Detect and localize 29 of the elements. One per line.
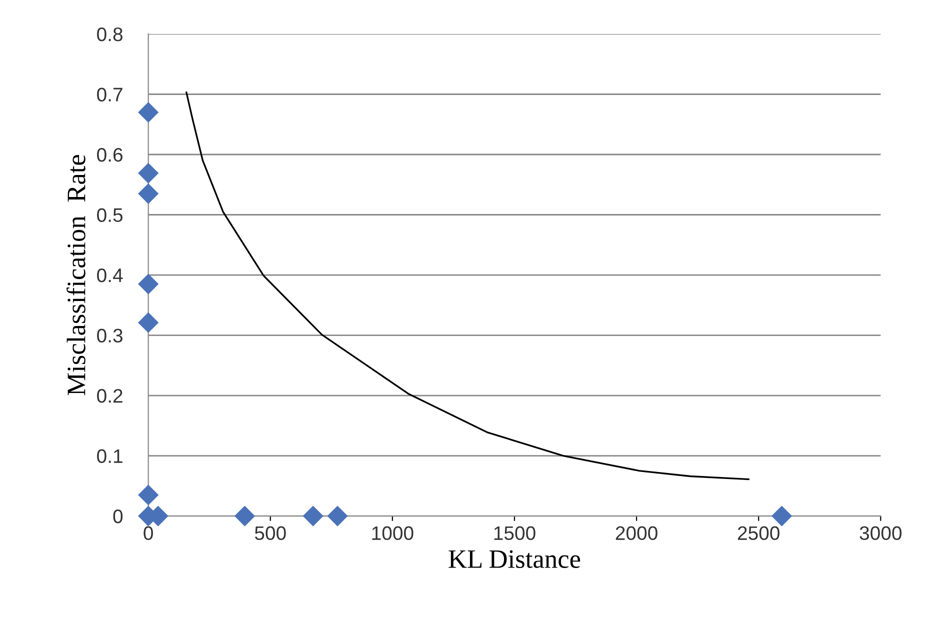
point — [138, 183, 159, 204]
y-tick-label: 0.2 — [97, 388, 122, 403]
point — [234, 506, 256, 526]
x-tick-label: 2000 — [616, 526, 658, 540]
x-axis-title: KL Distance — [448, 550, 580, 568]
x-tick-label: 0 — [144, 526, 153, 540]
point — [138, 484, 159, 506]
y-tick-label: 0.1 — [97, 449, 122, 464]
y-tick-label: 0.3 — [97, 328, 122, 342]
point — [771, 506, 792, 526]
line-series — [186, 92, 750, 480]
point — [138, 274, 159, 294]
point — [138, 102, 159, 123]
x-tick-label: 1500 — [494, 526, 536, 540]
point — [138, 312, 159, 333]
point — [302, 506, 324, 526]
y-tick-label: 0 — [113, 510, 123, 524]
y-tick-label: 0.5 — [97, 208, 123, 222]
y-tick-label: 0.6 — [97, 148, 122, 162]
y-tick-label: 0.7 — [97, 88, 122, 102]
x-tick-label: 3000 — [860, 526, 902, 540]
x-tick-label: 1000 — [372, 526, 414, 540]
point — [138, 162, 159, 184]
y-tick-label: 0.8 — [97, 27, 122, 42]
y-axis-title: Misclassification Rate — [66, 155, 86, 396]
y-tick-label: 0.4 — [97, 268, 123, 282]
point — [327, 506, 348, 526]
x-tick-label: 500 — [254, 526, 286, 540]
x-tick-label: 2500 — [738, 526, 780, 540]
